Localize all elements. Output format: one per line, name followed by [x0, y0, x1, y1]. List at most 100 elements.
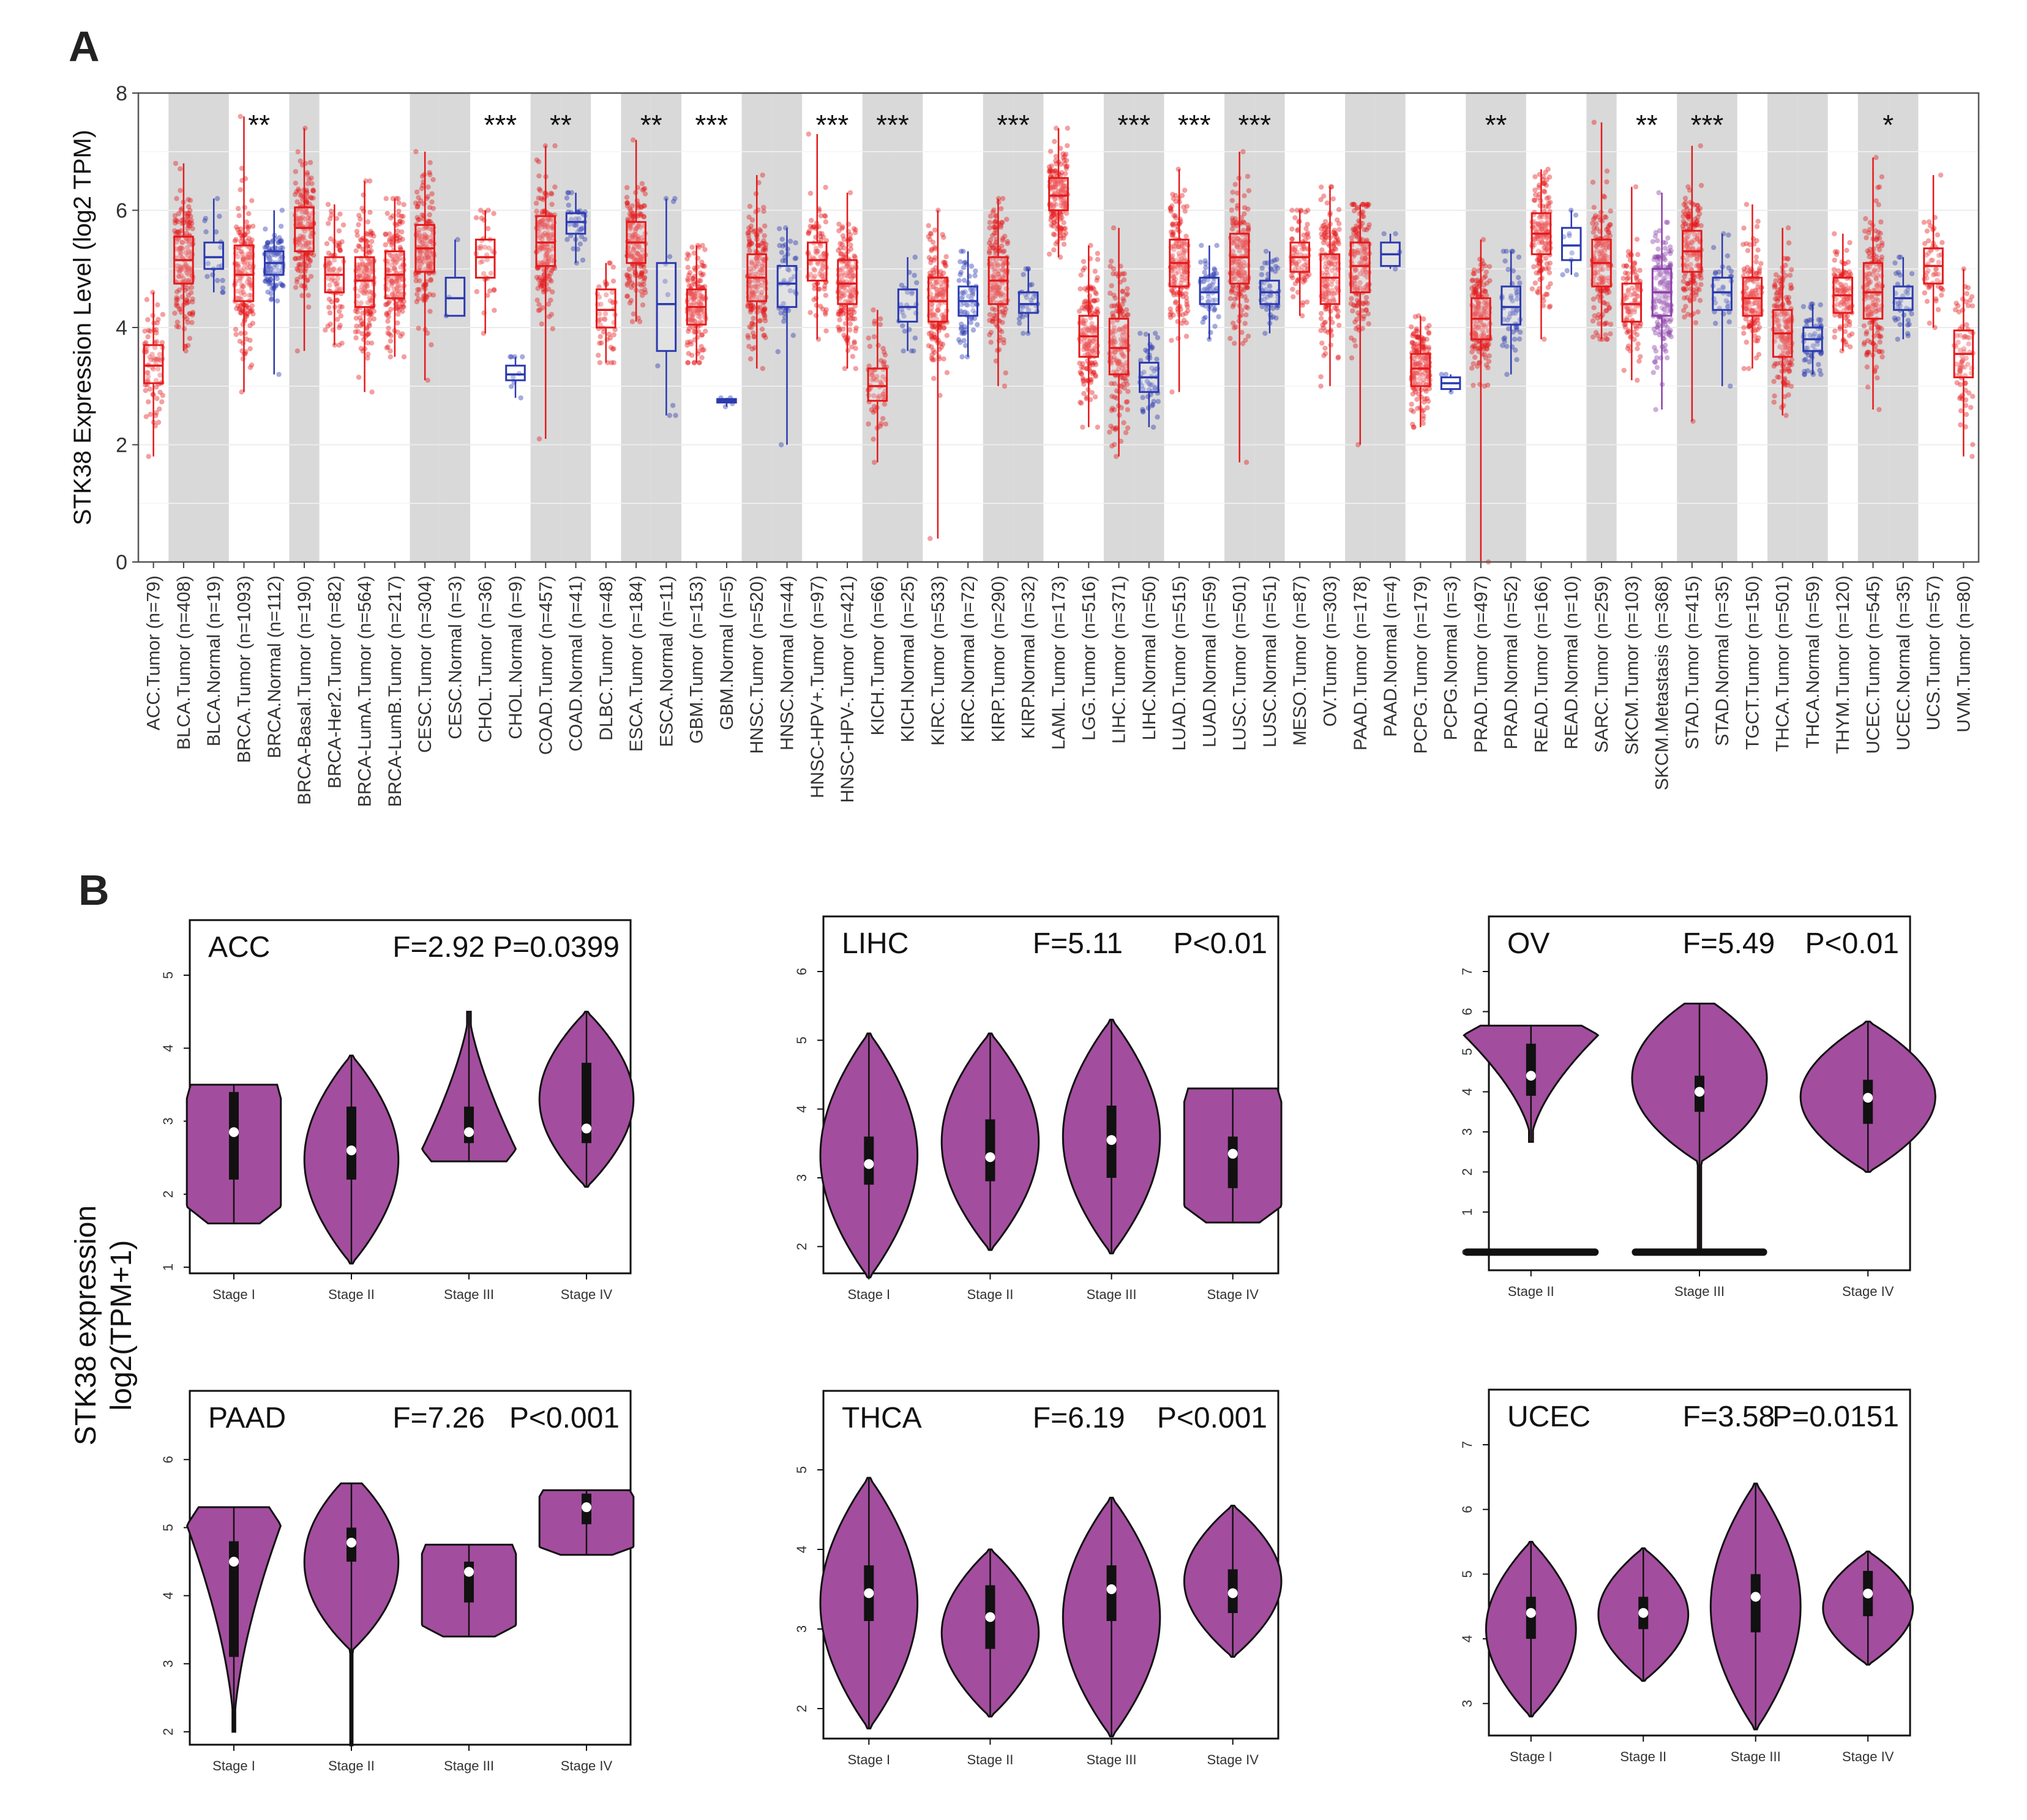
data-point: [304, 210, 310, 215]
data-point: [1092, 394, 1098, 400]
data-point: [268, 280, 273, 286]
significance-label: ***: [695, 109, 728, 141]
data-point: [534, 298, 540, 303]
data-point: [1409, 340, 1415, 346]
data-point: [185, 253, 191, 258]
data-point: [413, 149, 419, 154]
data-point: [1169, 288, 1175, 294]
data-point: [238, 230, 244, 236]
data-point: [160, 312, 166, 317]
data-point: [160, 392, 166, 399]
data-point: [1154, 356, 1160, 362]
data-point: [153, 378, 159, 383]
data-point: [185, 271, 191, 277]
data-point: [871, 334, 877, 340]
data-point: [1125, 312, 1130, 318]
x-tick-label: COAD.Tumor (n=457): [536, 575, 556, 755]
data-point: [308, 251, 314, 257]
data-point: [597, 360, 603, 365]
data-point: [624, 201, 631, 206]
data-point: [308, 234, 314, 239]
data-point: [305, 218, 312, 223]
box: [474, 238, 496, 279]
data-point: [190, 311, 195, 316]
data-point: [304, 172, 310, 178]
data-point: [1230, 189, 1235, 195]
data-point: [1303, 209, 1308, 215]
data-point: [310, 187, 316, 193]
data-point: [236, 230, 242, 236]
data-point: [877, 316, 883, 321]
x-tick-label: OV.Tumor (n=303): [1321, 575, 1341, 727]
data-point: [151, 357, 157, 363]
data-point: [1179, 291, 1185, 297]
box: [294, 206, 315, 253]
data-point: [548, 271, 553, 276]
data-point: [639, 181, 645, 187]
box: [596, 288, 616, 329]
data-point: [428, 277, 433, 282]
data-point: [304, 198, 309, 203]
data-point: [775, 349, 781, 354]
data-point: [1426, 329, 1431, 335]
data-point: [1421, 408, 1426, 413]
data-point: [248, 240, 253, 245]
data-point: [184, 245, 190, 250]
data-point: [188, 214, 193, 219]
data-point: [667, 253, 673, 260]
data-point: [630, 137, 636, 143]
data-point: [1336, 221, 1342, 227]
data-point: [298, 261, 303, 268]
data-point: [1171, 196, 1177, 201]
data-point: [1047, 149, 1054, 154]
data-point: [176, 287, 182, 293]
data-point: [1350, 201, 1356, 208]
data-point: [875, 342, 881, 348]
data-point: [1324, 200, 1330, 206]
data-point: [992, 220, 998, 225]
box: [656, 262, 677, 352]
data-point: [304, 253, 310, 258]
data-point: [356, 222, 361, 228]
data-point: [1125, 291, 1130, 297]
data-point: [1046, 251, 1052, 257]
data-point: [793, 240, 798, 245]
data-point: [1175, 335, 1181, 341]
data-point: [179, 245, 184, 251]
data-point: [144, 347, 149, 353]
data-point: [1352, 303, 1358, 309]
data-point: [628, 298, 634, 304]
data-point: [185, 299, 192, 305]
data-point: [336, 342, 342, 348]
data-point: [184, 266, 190, 271]
significance-label: ***: [1238, 109, 1271, 141]
data-point: [263, 226, 268, 232]
data-point: [204, 274, 210, 279]
data-point: [304, 187, 310, 193]
data-point: [1092, 269, 1098, 274]
data-point: [684, 251, 691, 257]
data-point: [1120, 271, 1126, 277]
data-point: [1169, 389, 1175, 395]
data-point: [303, 241, 309, 247]
data-point: [296, 240, 302, 245]
data-point: [882, 402, 888, 407]
data-point: [280, 282, 285, 288]
data-point: [700, 347, 705, 353]
x-tick-label: LAML.Tumor (n=173): [1049, 575, 1069, 750]
data-point: [879, 421, 884, 427]
data-point: [294, 279, 300, 285]
data-point: [247, 337, 253, 343]
data-point: [1352, 319, 1358, 325]
data-point: [871, 436, 876, 442]
data-point: [178, 264, 183, 269]
x-tick-label: HNSC.Tumor (n=520): [747, 575, 767, 754]
data-point: [238, 310, 244, 316]
data-point: [187, 311, 192, 316]
data-point: [388, 354, 394, 360]
data-point: [931, 257, 937, 263]
data-point: [1109, 283, 1114, 288]
data-point: [235, 303, 241, 309]
data-point: [184, 316, 190, 322]
data-point: [305, 241, 311, 246]
